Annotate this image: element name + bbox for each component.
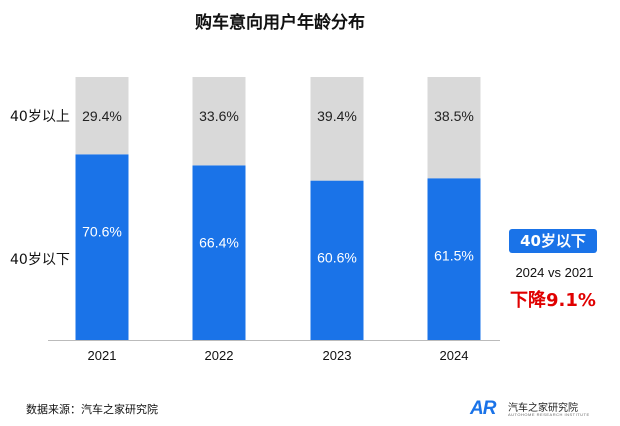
x-tick-label-2022: 2022 — [205, 348, 234, 363]
bar-2021-series-0 — [75, 154, 129, 340]
data-label-2022-series-1: 33.6% — [199, 108, 239, 124]
comparison-text: 2024 vs 2021 — [515, 265, 594, 280]
logo-mark: AR — [470, 398, 496, 419]
data-source: 数据来源：汽车之家研究院 — [26, 403, 158, 416]
row-label-over-40: 40岁以上 — [10, 109, 70, 125]
bar-2024-series-0 — [427, 178, 481, 340]
data-label-2023-series-0: 60.6% — [317, 250, 357, 266]
bar-2023-series-1 — [310, 77, 364, 181]
row-label-under-40: 40岁以下 — [10, 252, 70, 268]
change-text: 下降9.1% — [510, 290, 596, 311]
bar-2021-series-1 — [75, 77, 129, 155]
bar-2022-series-1 — [192, 77, 246, 166]
data-label-2021-series-1: 29.4% — [82, 108, 122, 124]
data-label-2024-series-1: 38.5% — [434, 108, 474, 124]
logo-english-text: AUTOHOME RESEARCH INSTITUTE — [508, 412, 590, 417]
bar-2023-series-0 — [310, 180, 364, 340]
bar-2024-series-1 — [427, 77, 481, 179]
autohome-research-logo: AR 汽车之家研究院 AUTOHOME RESEARCH INSTITUTE — [470, 398, 610, 420]
bar-2022-series-0 — [192, 165, 246, 340]
chart-title: 购车意向用户年龄分布 — [195, 13, 365, 33]
x-tick-label-2023: 2023 — [323, 348, 352, 363]
data-label-2021-series-0: 70.6% — [82, 223, 122, 239]
x-tick-label-2021: 2021 — [88, 348, 117, 363]
under-40-badge: 40岁以下 — [509, 229, 597, 253]
logo-chinese-text: 汽车之家研究院 — [508, 403, 578, 414]
data-label-2023-series-1: 39.4% — [317, 108, 357, 124]
data-label-2024-series-0: 61.5% — [434, 247, 474, 263]
x-tick-label-2024: 2024 — [440, 348, 469, 363]
data-label-2022-series-0: 66.4% — [199, 234, 239, 250]
